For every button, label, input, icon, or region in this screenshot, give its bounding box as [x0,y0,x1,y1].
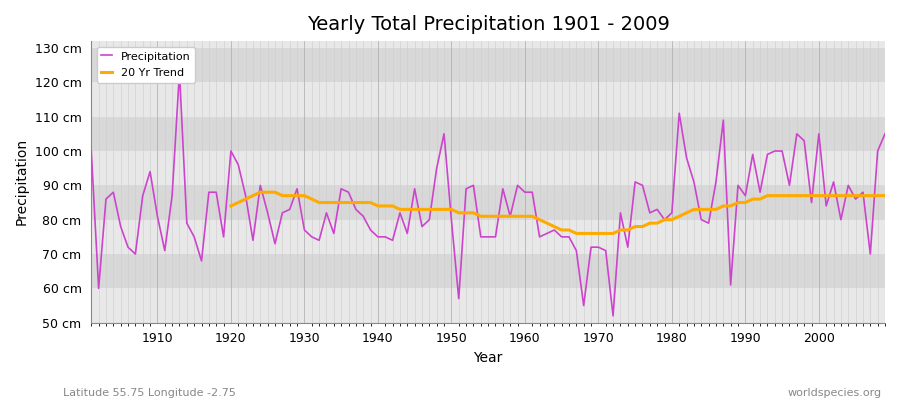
20 Yr Trend [799,193,810,198]
Bar [91,41,885,48]
Legend: Precipitation, 20 Yr Trend: Precipitation, 20 Yr Trend [97,47,195,83]
Line: Precipitation: Precipitation [91,72,885,316]
Bar [91,117,885,151]
Bar [91,48,885,82]
Precipitation [623,245,634,250]
Bar [91,185,885,220]
Bar [91,82,885,117]
Text: worldspecies.org: worldspecies.org [788,388,882,398]
Y-axis label: Precipitation: Precipitation [15,138,29,226]
Precipitation [174,70,184,74]
Bar [91,151,885,185]
Precipitation [145,169,156,174]
Title: Yearly Total Precipitation 1901 - 2009: Yearly Total Precipitation 1901 - 2009 [307,15,670,34]
20 Yr Trend [226,204,237,208]
Precipitation [519,190,530,195]
Precipitation [608,314,618,318]
Precipitation [86,149,96,154]
20 Yr Trend [865,193,876,198]
20 Yr Trend [431,207,442,212]
20 Yr Trend [321,200,332,205]
Precipitation [358,214,369,219]
20 Yr Trend [879,193,890,198]
Text: Latitude 55.75 Longitude -2.75: Latitude 55.75 Longitude -2.75 [63,388,236,398]
Precipitation [879,132,890,136]
Bar [91,220,885,254]
20 Yr Trend [696,207,706,212]
Precipitation [314,238,325,243]
Bar [91,288,885,323]
20 Yr Trend [784,193,795,198]
20 Yr Trend [255,190,266,195]
Line: 20 Yr Trend: 20 Yr Trend [231,192,885,234]
20 Yr Trend [571,231,581,236]
Bar [91,254,885,288]
Precipitation [526,190,537,195]
X-axis label: Year: Year [473,351,503,365]
